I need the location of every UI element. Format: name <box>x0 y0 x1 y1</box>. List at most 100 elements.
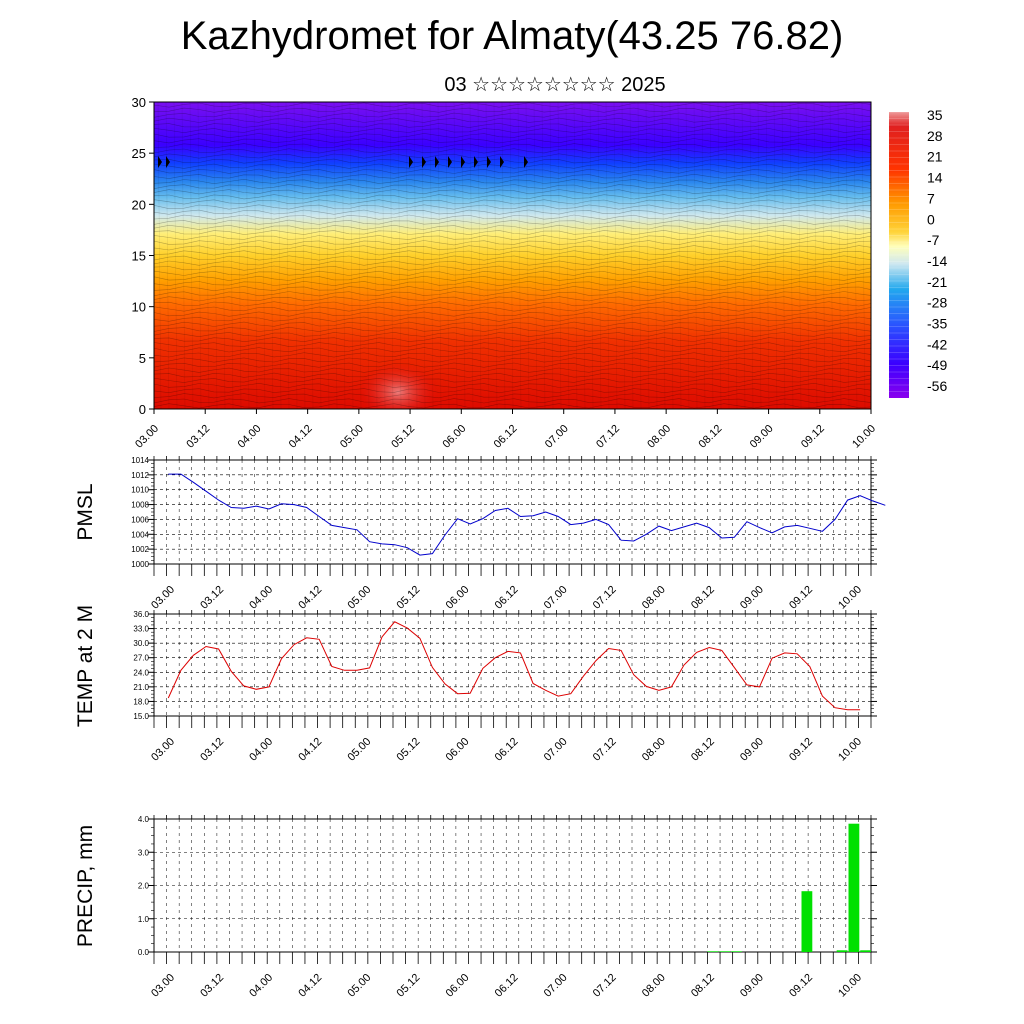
x-tick-label: 08.12 <box>689 736 717 764</box>
wind-streak <box>154 316 871 322</box>
precip-bar <box>719 951 730 952</box>
wind-barb-column <box>365 102 370 409</box>
wind-barb-column <box>629 102 634 409</box>
wind-streak <box>154 194 871 200</box>
x-tick-label: 05.00 <box>338 423 366 451</box>
colorbar-label: -42 <box>927 336 947 352</box>
y-tick-label: 33.0 <box>133 625 149 634</box>
x-tick-label: 05.12 <box>395 736 423 764</box>
wind-barb-column <box>853 102 858 409</box>
wind-streak <box>154 102 871 108</box>
wind-barb-column <box>797 102 802 409</box>
wind-barb-column <box>621 102 626 409</box>
wind-barb-column <box>317 102 322 409</box>
wind-barb-column <box>701 102 706 409</box>
wind-barb-column <box>469 102 474 409</box>
wind-barb-column <box>613 102 618 409</box>
colorbar-label: -49 <box>927 357 947 373</box>
y-tick-label: 1002 <box>131 545 149 554</box>
wind-barb-column <box>653 102 658 409</box>
panel-frame <box>153 613 872 717</box>
y-tick-label: 10 <box>132 300 146 315</box>
colorbar-label: 0 <box>927 211 935 227</box>
x-tick-label: 07.00 <box>543 423 571 451</box>
wind-streak <box>154 388 871 394</box>
page-title: Kazhydromet for Almaty(43.25 76.82) <box>180 14 844 58</box>
x-tick-label: 10.00 <box>850 423 878 451</box>
colorbar-label: 7 <box>927 190 935 206</box>
wind-barb-column <box>661 102 666 409</box>
pmsl-series-line <box>168 473 886 556</box>
wind-streak <box>154 229 871 236</box>
wind-barb-column <box>733 102 738 409</box>
colorbar: 35 28 21 14 7 0 -7 -14 -21 -28 -35 -42 -49 -56 <box>889 107 947 398</box>
wind-barb-column <box>725 102 730 409</box>
wind-barb-column <box>237 102 242 409</box>
y-tick-label: 36.0 <box>133 610 149 619</box>
wind-streak <box>154 260 871 266</box>
wind-flag-marker <box>448 156 452 186</box>
y-tick-label: 1012 <box>131 471 149 480</box>
cross-section-panel: 0 5 10 15 20 25 30 03.00 03.12 04.00 04.12 05.00 05.… <box>132 95 879 451</box>
y-axis-label: PMSL <box>74 483 97 540</box>
x-tick-label: 03.12 <box>198 736 226 764</box>
wind-streak <box>154 403 871 409</box>
y-tick-label: 30 <box>132 95 146 110</box>
wind-flag-marker <box>487 156 491 186</box>
wind-barb-column <box>685 102 690 409</box>
wind-barb-column <box>493 102 498 409</box>
wind-barb-column <box>413 102 418 409</box>
x-tick-label: 04.00 <box>247 736 275 764</box>
x-tick-label: 10.00 <box>836 584 864 612</box>
wind-barb-column <box>357 102 362 409</box>
wind-barb-column <box>341 102 346 409</box>
colorbar-label: -21 <box>927 274 947 290</box>
wind-streak <box>154 331 871 338</box>
wind-barb-column <box>213 102 218 409</box>
x-tick-label: 04.12 <box>287 423 315 451</box>
wind-barb-column <box>605 102 610 409</box>
x-tick-label: 04.12 <box>296 584 324 612</box>
wind-barb-column <box>509 102 514 409</box>
wind-streak <box>154 275 871 281</box>
wind-streak <box>154 219 871 225</box>
wind-barb-column <box>245 102 250 409</box>
wind-streak <box>154 138 871 144</box>
colorbar-swatch <box>889 112 909 398</box>
wind-barb-column <box>397 102 402 409</box>
wind-streak <box>154 143 871 149</box>
wind-barb-column <box>445 102 450 409</box>
wind-streak <box>154 148 871 154</box>
x-tick-label: 06.12 <box>493 972 521 1000</box>
x-tick-label: 07.12 <box>594 423 622 451</box>
wind-barb-column <box>741 102 746 409</box>
wind-flag-marker <box>166 156 170 186</box>
wind-streak <box>154 326 871 332</box>
wind-barb-column <box>173 102 178 409</box>
y-tick-label: 15 <box>132 249 146 264</box>
x-tick-label: 03.12 <box>198 972 226 1000</box>
wind-barb-column <box>861 102 866 409</box>
wind-barb-column <box>589 102 594 409</box>
wind-barb-column <box>309 102 314 409</box>
x-tick-label: 05.12 <box>395 972 423 1000</box>
x-tick-label: 08.12 <box>689 972 717 1000</box>
wind-barb-column <box>381 102 386 409</box>
wind-barb-column <box>429 102 434 409</box>
x-tick-label: 08.00 <box>640 584 668 612</box>
wind-barb-column <box>581 102 586 409</box>
x-tick-label: 09.12 <box>787 584 815 612</box>
x-tick-label: 04.12 <box>296 972 324 1000</box>
x-tick-label: 04.12 <box>296 736 324 764</box>
y-axis-label: TEMP at 2 M <box>74 605 97 727</box>
colorbar-label: 14 <box>927 170 943 186</box>
x-tick-label: 03.00 <box>149 972 177 1000</box>
wind-flag-marker <box>500 156 504 186</box>
wind-streak <box>154 306 871 312</box>
wind-barb-column <box>565 102 570 409</box>
wind-streak <box>154 357 871 363</box>
wind-barb-column <box>165 102 170 409</box>
wind-streak <box>154 133 871 139</box>
x-tick-label: 06.00 <box>440 423 468 451</box>
page-subtitle: 03 ☆☆☆☆☆☆☆☆ 2025 <box>444 74 666 96</box>
